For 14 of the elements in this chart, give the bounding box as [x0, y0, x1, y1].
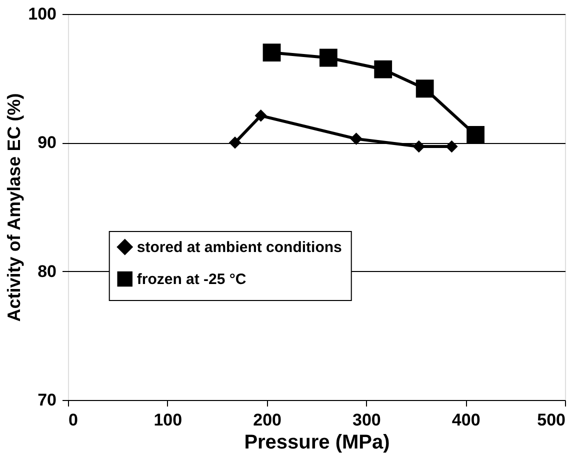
legend-label: stored at ambient conditions — [136, 239, 342, 256]
y-axis-title: Activity of Amylase EC (%) — [4, 93, 24, 322]
y-tick-label: 80 — [38, 262, 56, 281]
legend-label: frozen at -25 °C — [136, 271, 246, 288]
x-tick-label: 0 — [68, 410, 78, 430]
y-tick-label: 70 — [38, 390, 56, 410]
y-tick-label: 90 — [38, 133, 56, 152]
x-tick-label: 300 — [352, 410, 381, 430]
y-tick-label: 100 — [28, 4, 56, 24]
x-tick-label: 100 — [154, 410, 182, 430]
x-axis-title: Pressure (MPa) — [244, 432, 390, 454]
x-tick-label: 200 — [253, 410, 282, 430]
x-tick-label: 400 — [452, 410, 480, 430]
x-tick-label: 500 — [537, 410, 566, 430]
